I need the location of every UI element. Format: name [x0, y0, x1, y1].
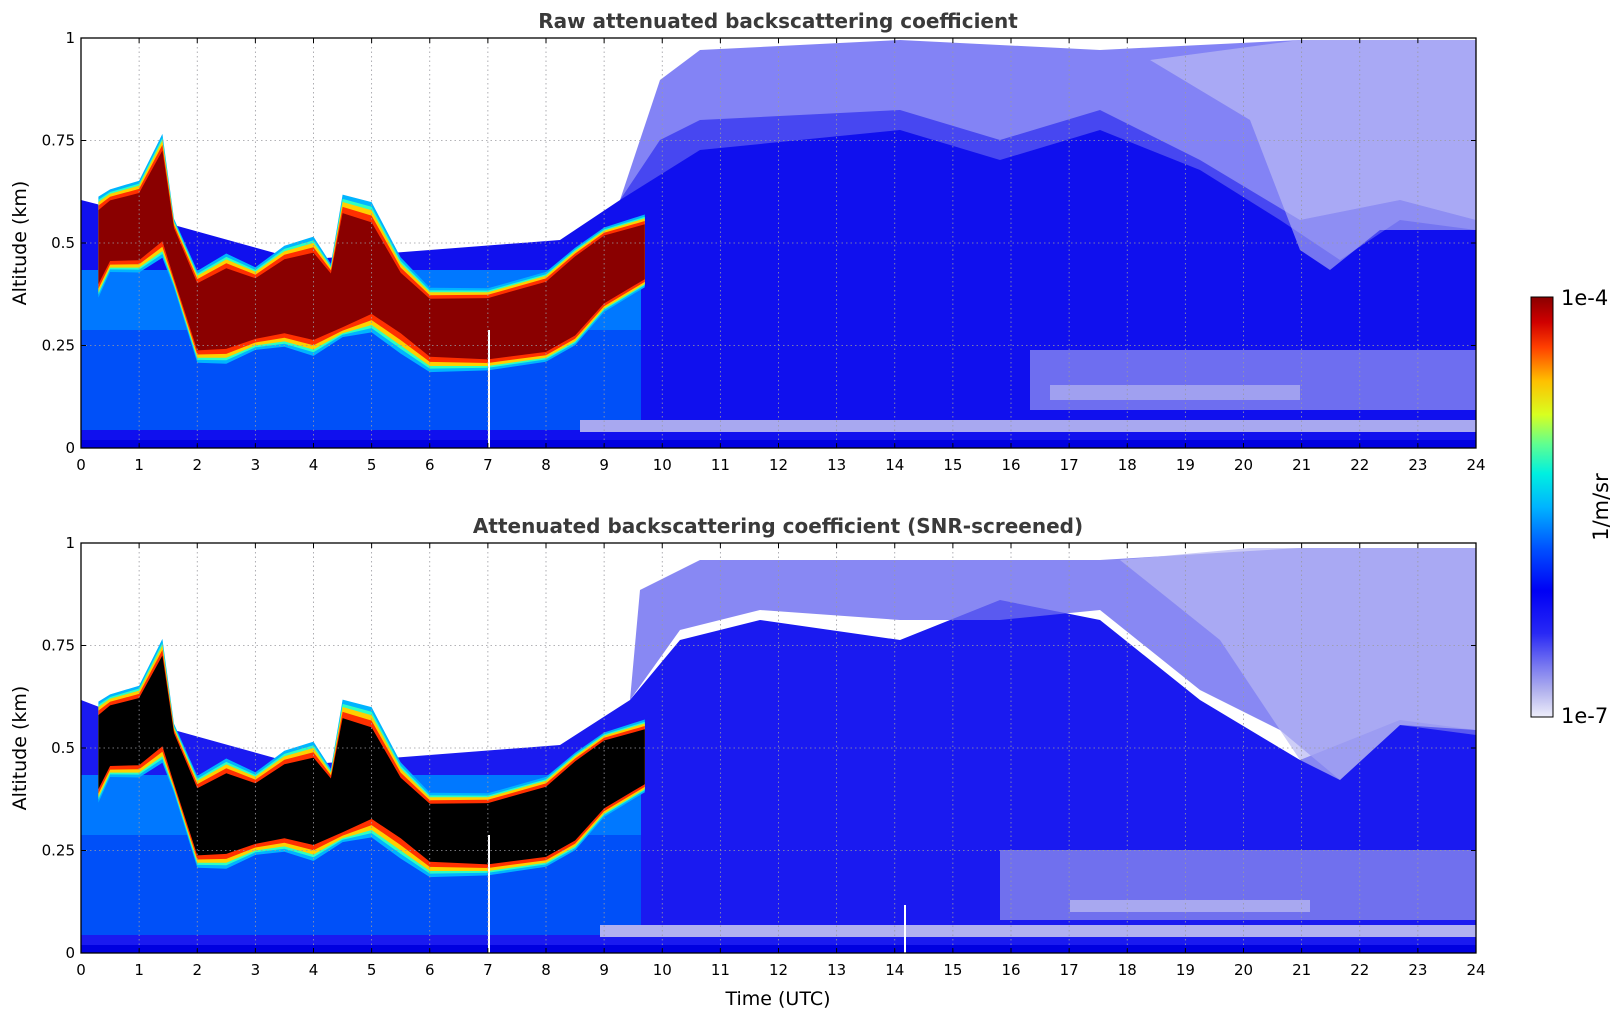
x-tick-label: 13 — [827, 456, 846, 474]
x-tick-label: 19 — [1176, 456, 1195, 474]
x-axis-ticks: 0 1 2 3 4 5 6 7 8 9 10 11 12 13 14 15 16 17 18 19 20 21 22 23 24 — [76, 38, 1486, 474]
x-tick-label: 10 — [653, 961, 672, 979]
x-tick-label: 12 — [769, 456, 788, 474]
snr-screened-panel: Attenuated backscattering coefficient (S… — [9, 514, 1486, 1010]
x-tick-label: 23 — [1408, 961, 1427, 979]
x-tick-label: 7 — [483, 961, 493, 979]
y-axis-label: Altitude (km) — [9, 181, 31, 306]
x-tick-label: 13 — [827, 961, 846, 979]
x-tick-label: 8 — [541, 456, 551, 474]
colorbar: 1e-4 1e-7 1/m/sr — [1530, 286, 1613, 728]
x-tick-label: 22 — [1350, 456, 1369, 474]
residual-layer-core — [1070, 900, 1310, 912]
x-tick-label: 21 — [1292, 456, 1311, 474]
y-tick-label: 1 — [65, 29, 75, 47]
residual-layer-band — [1030, 350, 1476, 410]
x-tick-label: 0 — [76, 961, 86, 979]
x-tick-label: 4 — [309, 456, 319, 474]
data-gap-line — [488, 835, 490, 953]
colorbar-min-label: 1e-7 — [1561, 704, 1608, 728]
x-tick-label: 14 — [885, 456, 904, 474]
x-tick-label: 9 — [599, 456, 609, 474]
x-tick-label: 7 — [483, 456, 493, 474]
colorbar-label: 1/m/sr — [1589, 473, 1613, 541]
y-tick-label: 0 — [65, 944, 75, 962]
x-tick-label: 6 — [425, 456, 435, 474]
y-axis-ticks: 0 0.25 0.5 0.75 1 — [42, 534, 1476, 962]
x-tick-label: 15 — [943, 961, 962, 979]
y-axis-ticks: 0 0.25 0.5 0.75 1 — [42, 29, 1476, 457]
x-tick-label: 18 — [1118, 456, 1137, 474]
near-surface-band — [580, 420, 1476, 432]
x-tick-label: 16 — [1001, 456, 1020, 474]
chart-title: Attenuated backscattering coefficient (S… — [473, 514, 1083, 538]
y-tick-label: 0.5 — [51, 234, 75, 252]
x-tick-label: 5 — [367, 456, 377, 474]
y-tick-label: 0.25 — [42, 337, 75, 355]
x-tick-label: 24 — [1466, 961, 1485, 979]
x-tick-label: 18 — [1118, 961, 1137, 979]
x-tick-label: 5 — [367, 961, 377, 979]
x-tick-label: 16 — [1001, 961, 1020, 979]
x-tick-label: 22 — [1350, 961, 1369, 979]
x-tick-label: 4 — [309, 961, 319, 979]
x-tick-label: 14 — [885, 961, 904, 979]
colorbar-gradient — [1530, 296, 1554, 718]
near-surface-band — [600, 925, 1476, 937]
y-tick-label: 0.75 — [42, 637, 75, 655]
data-gap-line — [488, 330, 490, 448]
y-tick-label: 0 — [65, 439, 75, 457]
y-tick-label: 0.75 — [42, 132, 75, 150]
gridlines — [81, 38, 1476, 448]
clear-upper-region — [1120, 548, 1476, 780]
chart-title: Raw attenuated backscattering coefficien… — [538, 9, 1018, 33]
x-tick-label: 3 — [251, 456, 261, 474]
x-tick-label: 12 — [769, 961, 788, 979]
x-tick-label: 6 — [425, 961, 435, 979]
x-tick-label: 1 — [134, 456, 144, 474]
x-tick-label: 21 — [1292, 961, 1311, 979]
y-tick-label: 1 — [65, 534, 75, 552]
x-tick-label: 17 — [1060, 456, 1079, 474]
y-tick-label: 0.25 — [42, 842, 75, 860]
data-gap-line — [904, 905, 906, 953]
x-tick-label: 23 — [1408, 456, 1427, 474]
x-tick-label: 11 — [711, 456, 730, 474]
y-axis-label: Altitude (km) — [9, 686, 31, 811]
x-tick-label: 20 — [1234, 456, 1253, 474]
x-tick-label: 11 — [711, 961, 730, 979]
colorbar-max-label: 1e-4 — [1561, 286, 1608, 310]
x-tick-label: 2 — [192, 961, 202, 979]
x-tick-label: 15 — [943, 456, 962, 474]
clear-upper-region — [1150, 40, 1476, 270]
aerosol-layer — [98, 638, 645, 878]
x-tick-label: 10 — [653, 456, 672, 474]
x-tick-label: 9 — [599, 961, 609, 979]
x-tick-label: 20 — [1234, 961, 1253, 979]
x-tick-label: 19 — [1176, 961, 1195, 979]
gridlines — [81, 543, 1476, 953]
x-tick-label: 8 — [541, 961, 551, 979]
x-tick-label: 3 — [251, 961, 261, 979]
residual-layer-core — [1050, 385, 1300, 400]
x-tick-label: 2 — [192, 456, 202, 474]
x-tick-label: 0 — [76, 456, 86, 474]
raw-backscatter-panel: Raw attenuated backscattering coefficien… — [9, 9, 1486, 474]
x-axis-ticks: 0 1 2 3 4 5 6 7 8 9 10 11 12 13 14 15 16 17 18 19 20 21 22 23 24 — [76, 543, 1486, 979]
y-tick-label: 0.5 — [51, 739, 75, 757]
x-tick-label: 24 — [1466, 456, 1485, 474]
x-tick-label: 1 — [134, 961, 144, 979]
x-axis-label: Time (UTC) — [724, 988, 830, 1010]
x-tick-label: 17 — [1060, 961, 1079, 979]
